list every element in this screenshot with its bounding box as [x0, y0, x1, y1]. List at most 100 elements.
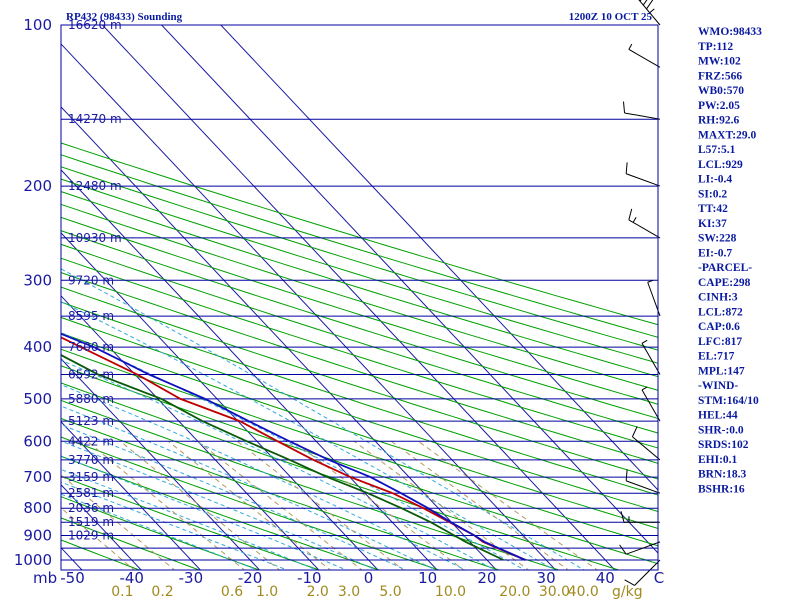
- index-item: RH:92.6: [698, 115, 739, 127]
- pressure-unit-label: mb: [33, 569, 57, 587]
- temp-tick-label: -20: [238, 569, 263, 587]
- moist-adiabat-line: [61, 481, 289, 570]
- index-item: CINH:3: [698, 292, 738, 304]
- pressure-tick-label: 1000: [14, 551, 52, 569]
- moist-adiabat-line: [61, 331, 526, 570]
- mixing-ratio-line: [168, 440, 332, 570]
- mixing-ratio-tick-label: 0.1: [111, 584, 133, 600]
- wind-barb: [628, 43, 661, 68]
- height-label: 4422 m: [68, 434, 114, 448]
- isotherm-line: [61, 43, 557, 570]
- index-item: L57:5.1: [698, 144, 736, 156]
- mixing-ratio-line: [418, 440, 599, 570]
- height-label: 2581 m: [68, 486, 114, 500]
- mixing-ratio-tick-label: 40.0: [568, 584, 599, 600]
- index-item: FRZ:566: [698, 70, 742, 82]
- wind-barb: [631, 426, 661, 461]
- dry-adiabat-line: [61, 191, 658, 378]
- pressure-tick-label: 400: [23, 338, 52, 356]
- dry-adiabat-line: [61, 272, 658, 464]
- wind-barb: [641, 339, 661, 375]
- index-item: MW:102: [698, 56, 741, 68]
- dewpoint-line: [61, 354, 504, 561]
- dry-adiabat-line: [61, 382, 621, 570]
- dry-adiabat-line: [61, 436, 441, 570]
- dry-adiabat-line: [61, 365, 658, 565]
- index-item: MPL:147: [698, 365, 745, 377]
- wind-barb: [624, 559, 661, 586]
- dry-adiabat-line: [61, 286, 658, 480]
- height-label: 6592 m: [68, 367, 114, 381]
- index-item: SW:228: [698, 233, 737, 245]
- height-label: 3770 m: [68, 453, 114, 467]
- wind-barb: [641, 386, 661, 422]
- index-item: SRDS:102: [698, 439, 749, 451]
- wind-barb: [638, 0, 661, 26]
- index-item: LCL:872: [698, 306, 743, 318]
- mixing-ratio-tick-label: 1.0: [256, 584, 278, 600]
- temp-unit-label: C: [654, 569, 664, 587]
- index-item: WMO:98433: [698, 26, 762, 38]
- mixing-ratio-tick-label: 30.0: [539, 584, 570, 600]
- index-item: KI:37: [698, 218, 727, 230]
- isotherm-line: [61, 106, 498, 570]
- pressure-tick-label: 500: [23, 390, 52, 408]
- index-item: SI:0.2: [698, 188, 727, 200]
- height-label: 3159 m: [68, 470, 114, 484]
- moist-adiabat-line: [61, 268, 586, 570]
- dry-adiabat-line: [61, 178, 658, 364]
- height-label: 1519 m: [68, 515, 114, 529]
- index-item: CAP:0.6: [698, 321, 740, 333]
- temperature-line: [61, 336, 526, 561]
- moist-adiabat-line: [61, 440, 378, 570]
- wind-barb: [625, 162, 661, 187]
- index-item: TT:42: [698, 203, 728, 215]
- mixing-ratio-unit-label: g/kg: [612, 584, 643, 600]
- background-lines: [61, 25, 658, 570]
- moist-adiabat-line: [61, 405, 437, 570]
- mixing-ratio-line: [236, 440, 405, 570]
- dry-adiabat-line: [61, 348, 658, 547]
- pressure-tick-label: 200: [23, 177, 52, 195]
- sounding-profiles: [61, 332, 526, 561]
- isotherm-line: [61, 421, 202, 570]
- wind-barb: [625, 469, 661, 494]
- dry-adiabat-line: [61, 243, 658, 434]
- isotherm-line: [160, 25, 658, 554]
- dry-adiabat-line: [61, 216, 658, 405]
- mixing-ratio-tick-label: 0.6: [221, 584, 243, 600]
- temp-tick-label: 10: [418, 569, 437, 587]
- index-item: LCL:929: [698, 159, 743, 171]
- mixing-ratio-tick-label: 20.0: [499, 584, 530, 600]
- isotherm-line: [101, 25, 616, 570]
- pressure-tick-label: 100: [23, 16, 52, 34]
- index-item: BRN:18.3: [698, 469, 746, 481]
- index-item: -PARCEL-: [698, 262, 752, 274]
- index-item: HEL:44: [698, 410, 738, 422]
- wind-barb: [620, 511, 660, 523]
- height-label: 12480 m: [68, 179, 122, 193]
- height-label: 5123 m: [68, 414, 114, 428]
- pressure-tick-label: 700: [23, 468, 52, 486]
- temp-tick-label: 20: [477, 569, 496, 587]
- dry-adiabat-line: [61, 203, 658, 391]
- mixing-ratio-tick-label: 10.0: [435, 584, 466, 600]
- dry-adiabat-line: [61, 399, 561, 570]
- mixing-ratio-line: [197, 440, 363, 570]
- height-label: 9720 m: [68, 273, 114, 287]
- mixing-ratio-tick-label: 0.2: [151, 584, 173, 600]
- dry-adiabat-line: [61, 166, 658, 351]
- parcel-line: [61, 332, 526, 561]
- height-label: 5880 m: [68, 392, 114, 406]
- dry-adiabat-line: [61, 142, 658, 326]
- mixing-ratio-line: [353, 440, 530, 570]
- dry-adiabat-line: [61, 154, 658, 338]
- index-item: BSHR:16: [698, 483, 745, 495]
- index-item: EI:-0.7: [698, 247, 732, 259]
- dry-adiabat-line: [61, 475, 321, 570]
- mixing-ratio-tick-label: 2.0: [307, 584, 329, 600]
- pressure-tick-label: 300: [23, 271, 52, 289]
- temp-tick-label: -10: [297, 569, 322, 587]
